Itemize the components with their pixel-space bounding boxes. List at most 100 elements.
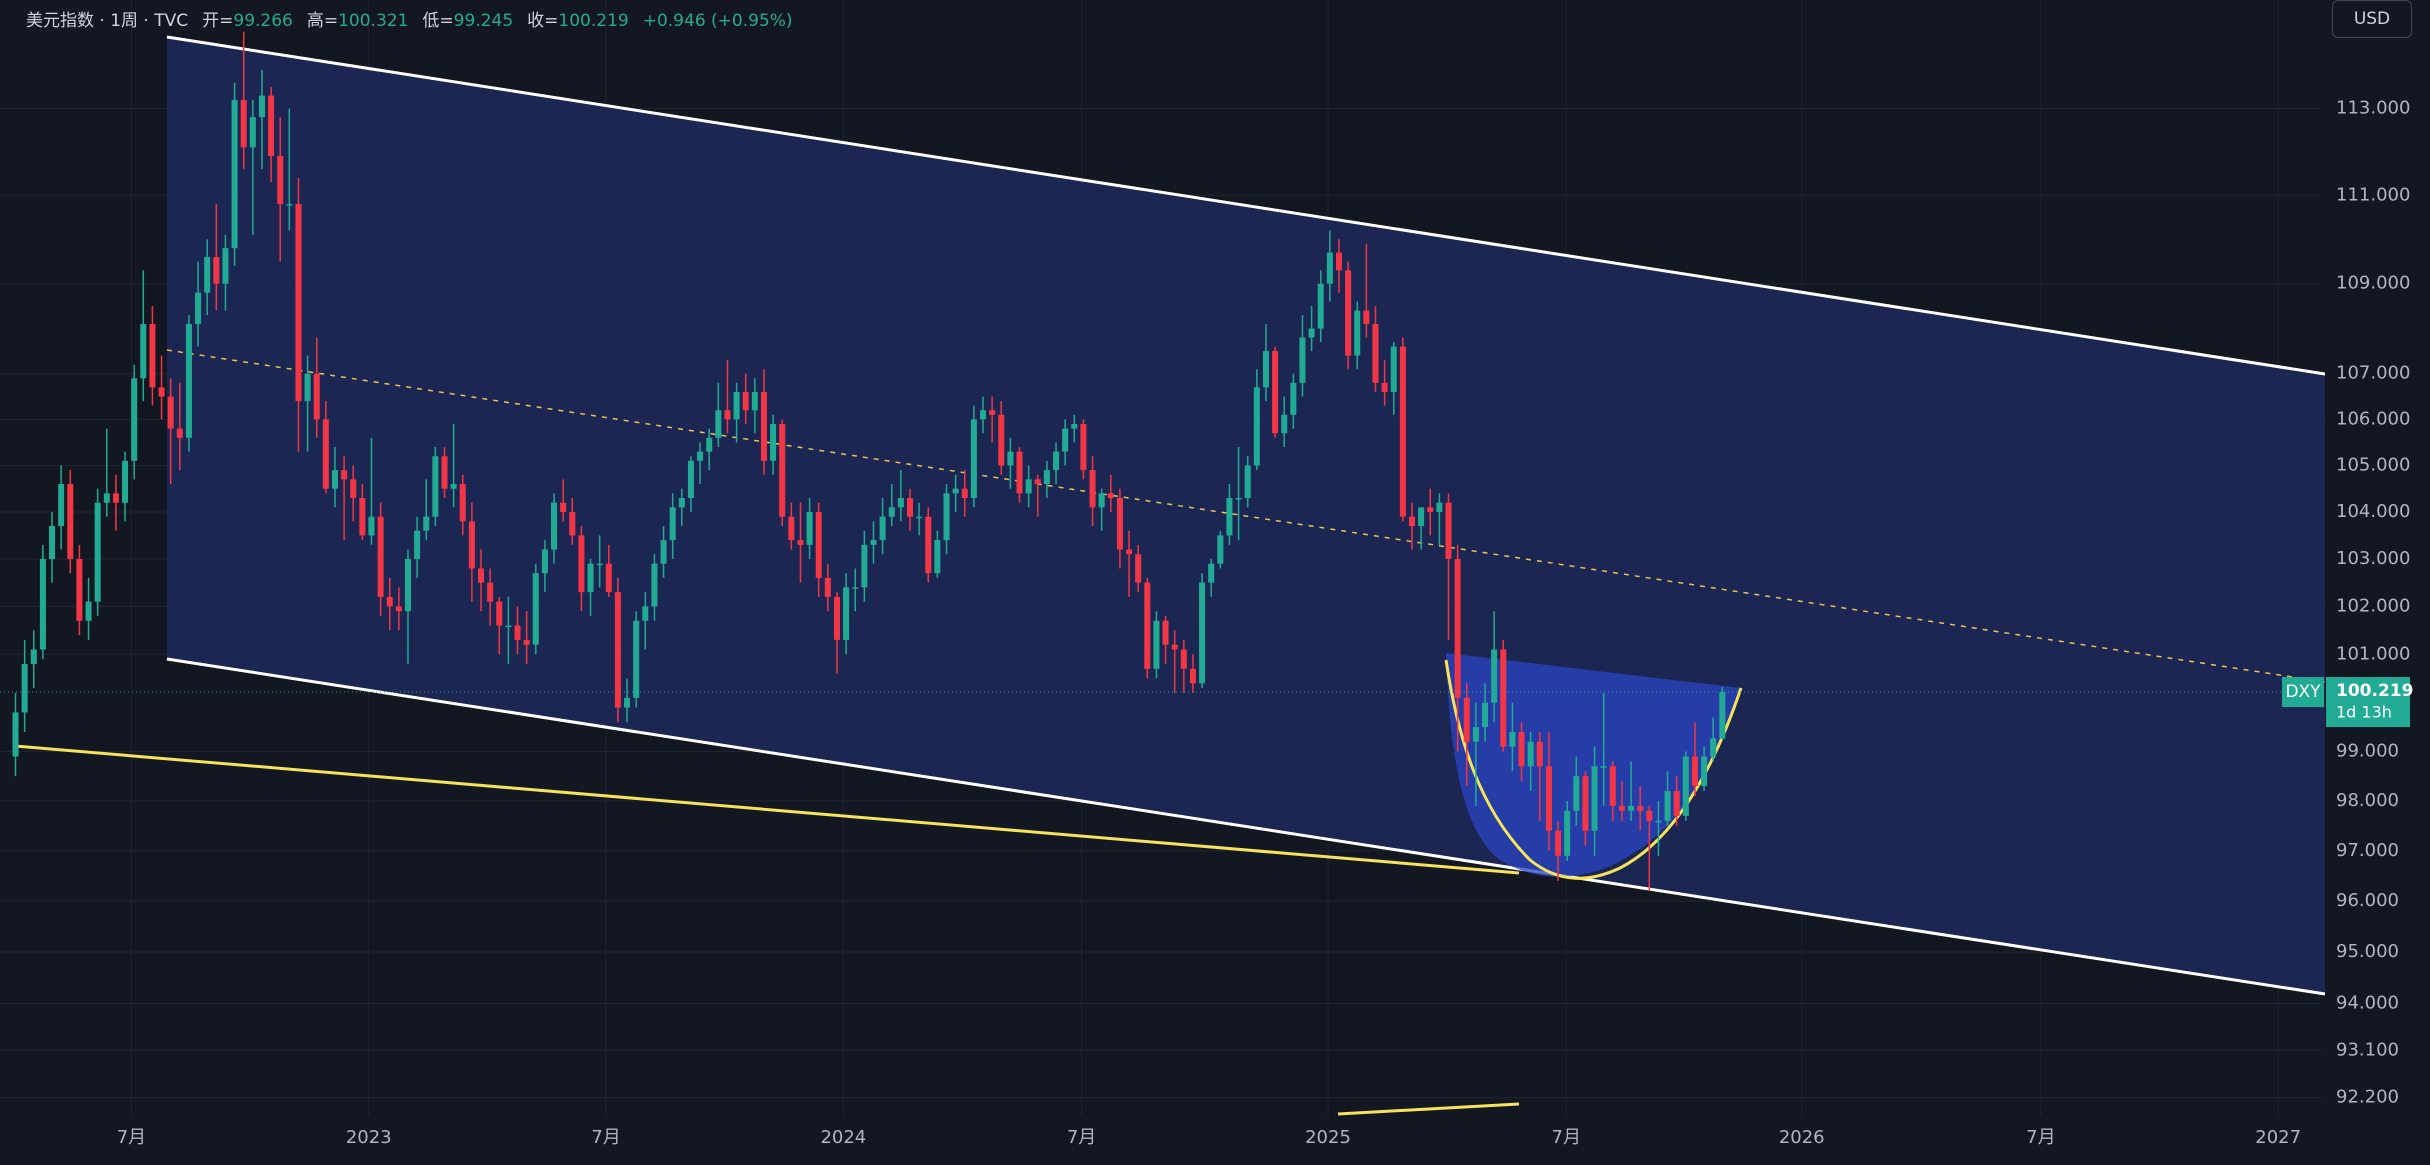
- candle-body: [1418, 507, 1425, 527]
- candle-body: [596, 563, 603, 566]
- candle-body: [404, 558, 412, 612]
- candle-body: [468, 521, 475, 569]
- candle-body: [496, 601, 503, 626]
- candle-body: [1335, 252, 1342, 271]
- candle-body: [1272, 351, 1279, 434]
- candle-body: [706, 437, 713, 452]
- candle-body: [870, 540, 877, 545]
- candle-body: [377, 516, 384, 597]
- candle-body: [140, 324, 147, 379]
- candle-body: [897, 497, 904, 508]
- x-tick-label: 7月: [1552, 1127, 1581, 1148]
- y-tick-label: 94.000: [2336, 993, 2399, 1014]
- candle-body: [1500, 649, 1507, 747]
- x-tick-label: 7月: [1067, 1127, 1096, 1148]
- y-tick-label: 105.000: [2336, 454, 2410, 475]
- candle-body: [176, 428, 183, 438]
- candle-body: [149, 324, 156, 388]
- candle-body: [304, 373, 311, 402]
- candle-body: [1144, 582, 1151, 669]
- candle-body: [843, 587, 850, 640]
- candle-body: [1281, 414, 1288, 434]
- candle-body: [833, 596, 840, 640]
- candle-body: [167, 396, 174, 429]
- candle-body: [633, 620, 640, 698]
- candle-body: [1390, 346, 1397, 392]
- candle-body: [943, 493, 950, 541]
- y-tick-label: 101.000: [2336, 643, 2410, 664]
- candle-body: [1071, 423, 1078, 429]
- candle-body: [1673, 790, 1680, 816]
- channel-lower: [166, 657, 2326, 996]
- candle-body: [49, 526, 56, 559]
- candle-body: [94, 502, 101, 602]
- candle-body: [970, 419, 977, 498]
- candle-body: [131, 378, 138, 461]
- candle-body: [441, 456, 448, 489]
- candle-body: [1472, 727, 1479, 742]
- candle-body: [1573, 776, 1580, 811]
- candle-body: [1527, 741, 1534, 767]
- candle-body: [1372, 324, 1379, 383]
- y-tick-label: 93.100: [2336, 1039, 2399, 1060]
- candle-body: [258, 95, 265, 118]
- candle-body: [1445, 502, 1452, 559]
- time-axis: [0, 1118, 2430, 1165]
- channel-upper: [166, 35, 2326, 376]
- candle-body: [1637, 805, 1644, 811]
- x-tick-label: 2024: [820, 1127, 866, 1148]
- candle-body: [770, 423, 777, 461]
- currency-button[interactable]: USD: [2332, 0, 2412, 38]
- candle-body: [1007, 451, 1014, 466]
- candle-body: [487, 582, 494, 602]
- candle-body: [85, 601, 92, 621]
- candle-body: [642, 606, 649, 621]
- candle-body: [1408, 516, 1416, 527]
- candle-body: [1016, 451, 1023, 494]
- candle-body: [122, 460, 129, 503]
- price-axis: [2325, 0, 2430, 1165]
- candle-body: [980, 410, 987, 420]
- candle-body: [742, 391, 749, 411]
- y-tick-label: 98.000: [2336, 790, 2399, 811]
- x-tick-label: 7月: [117, 1127, 146, 1148]
- candle-body: [861, 544, 868, 588]
- candle-body: [760, 391, 767, 461]
- candle-body: [1098, 493, 1105, 508]
- x-tick-label: 2027: [2255, 1127, 2301, 1148]
- open-label: 开=: [202, 11, 234, 31]
- candle-body: [450, 484, 457, 489]
- candle-body: [432, 456, 439, 517]
- candle-body: [1153, 620, 1160, 669]
- candle-body: [852, 587, 859, 589]
- y-tick-label: 99.000: [2336, 741, 2399, 762]
- candle-body: [1536, 741, 1543, 767]
- candle-body: [1682, 756, 1689, 816]
- candle-body: [989, 410, 996, 415]
- candle-body: [1618, 805, 1625, 811]
- y-tick-label: 106.000: [2336, 408, 2410, 429]
- candle-body: [249, 117, 256, 148]
- candle-body: [1162, 620, 1169, 645]
- candle-body: [1171, 644, 1178, 650]
- axes: 113.000 111.000 109.000 107.000 106.000 105.0…: [117, 97, 2414, 1148]
- candle-body: [578, 535, 585, 593]
- last-price-box: [2326, 677, 2410, 728]
- legend-header: 美元指数 · 1周 · TVC 开=99.266 高=100.321 低=99.245…: [26, 6, 807, 31]
- candle-body: [459, 484, 466, 522]
- candle-body: [806, 512, 813, 545]
- candle-body: [961, 488, 968, 498]
- low-label: 低=: [422, 11, 454, 31]
- candle-body: [1710, 738, 1717, 757]
- candle-body: [1646, 810, 1653, 821]
- candle-body: [1062, 428, 1069, 452]
- candle-body: [1317, 283, 1324, 329]
- candle-body: [195, 292, 202, 325]
- candle-body: [477, 568, 485, 583]
- candle-body: [651, 563, 658, 607]
- candle-body: [185, 324, 192, 438]
- candle-body: [1326, 252, 1333, 284]
- symbol-tag-box: [2282, 677, 2324, 708]
- x-tick-label: 2026: [1779, 1127, 1825, 1148]
